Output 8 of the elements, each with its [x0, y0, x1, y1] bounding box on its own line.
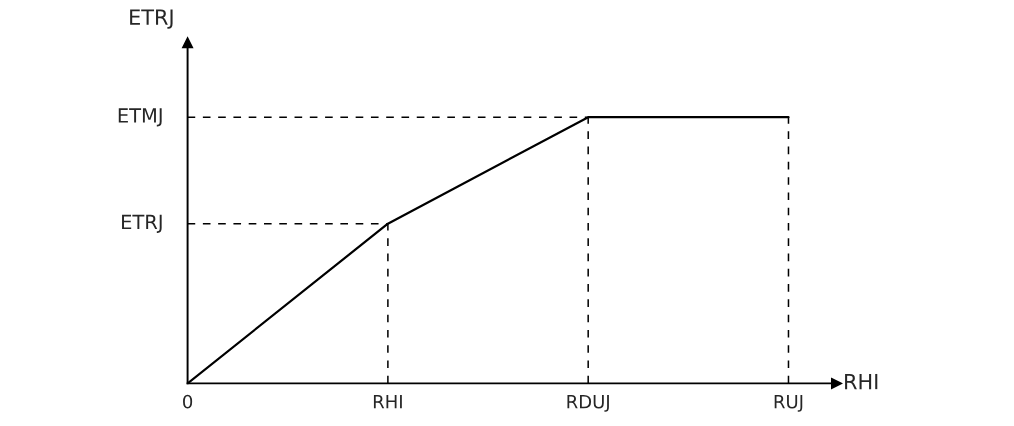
- x-tick-label: RDUJ: [567, 395, 609, 412]
- series-label: ETMJ: [118, 108, 162, 127]
- y-axis-title: ETRJ: [130, 9, 173, 29]
- series-label: ETRJ: [122, 214, 162, 233]
- x-tick-label: 0: [183, 394, 193, 409]
- x-tick-label: RUJ: [774, 395, 803, 412]
- x-tick-label: RHI: [373, 395, 402, 409]
- x-axis-title: RHI: [845, 373, 878, 390]
